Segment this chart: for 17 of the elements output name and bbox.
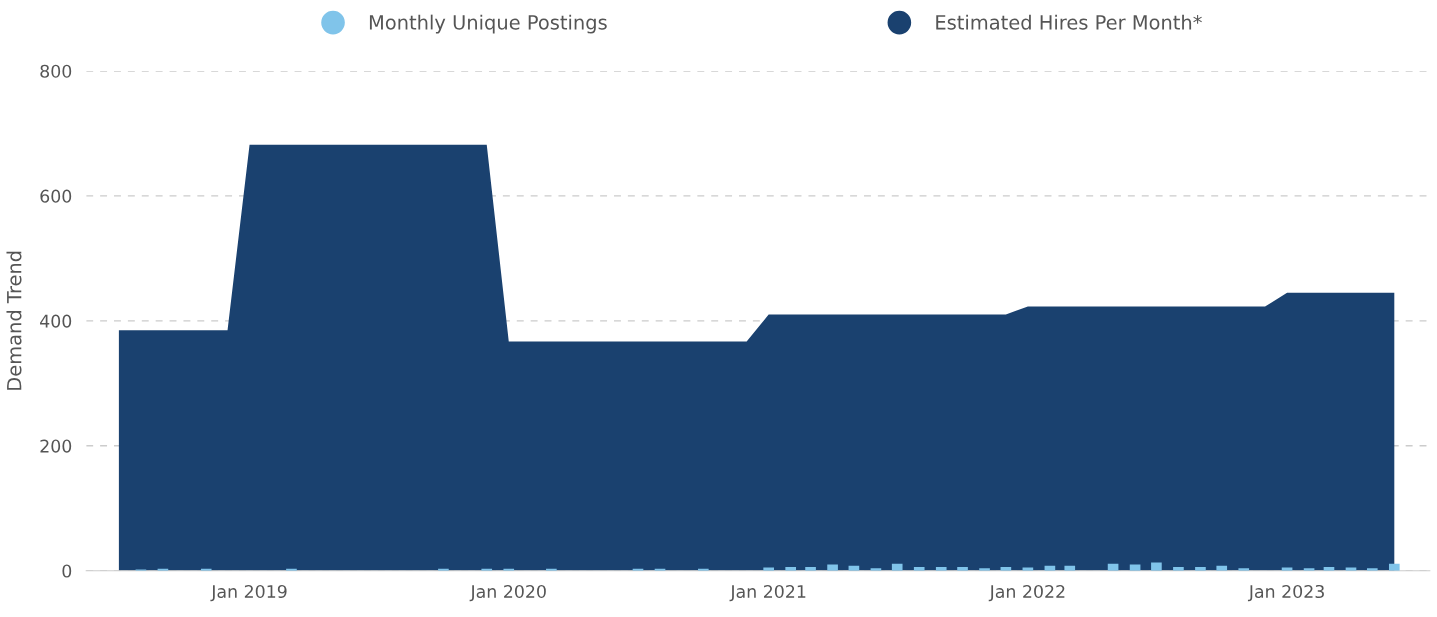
bar bbox=[1388, 563, 1400, 571]
y-tick-label: 200 bbox=[40, 439, 72, 453]
x-tick-label: Jan 2022 bbox=[988, 584, 1065, 602]
y-tick-label: 0 bbox=[62, 564, 72, 578]
x-tick-label: Jan 2019 bbox=[210, 584, 287, 602]
bar bbox=[1129, 564, 1141, 571]
y-tick-label: 800 bbox=[40, 64, 72, 78]
bar bbox=[827, 564, 838, 571]
bar bbox=[891, 563, 903, 571]
x-tick-label: Jan 2020 bbox=[469, 584, 546, 602]
legend-label: Estimated Hires Per Month* bbox=[936, 14, 1202, 30]
y-axis-title: Demand Trend bbox=[6, 251, 22, 390]
y-tick-label: 600 bbox=[40, 189, 72, 203]
legend-label: Monthly Unique Postings bbox=[369, 14, 607, 34]
y-tick-label: 400 bbox=[40, 314, 72, 328]
x-tick-label: Jan 2021 bbox=[729, 584, 806, 602]
x-tick-label: Jan 2023 bbox=[1247, 584, 1324, 602]
